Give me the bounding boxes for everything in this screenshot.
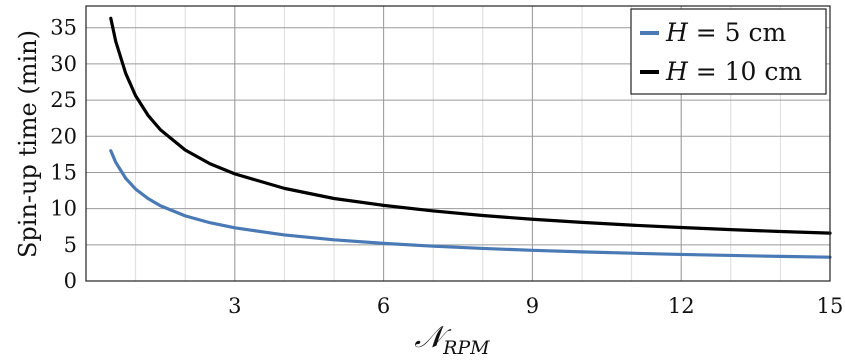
- x-tick-label: 15: [817, 294, 844, 318]
- legend-label-h10-var: H: [665, 57, 689, 86]
- x-tick-label: 12: [668, 294, 695, 318]
- y-tick-label: 0: [64, 269, 77, 293]
- plot-frame: [85, 5, 831, 282]
- legend-label-h5-var: H: [665, 18, 689, 47]
- legend-label-h10: H = 10 cm: [665, 57, 802, 86]
- y-tick-label: 25: [50, 88, 77, 112]
- x-axis-title: 𝒩RPM: [414, 320, 490, 359]
- legend-box: [630, 8, 827, 95]
- series-line-h10: [109, 16, 832, 235]
- legend-label-h5: H = 5 cm: [665, 18, 787, 47]
- legend-label-h10-rest: = 10 cm: [688, 57, 803, 86]
- legend-label-h5-rest: = 5 cm: [688, 18, 787, 47]
- y-tick-label: 35: [50, 16, 77, 40]
- grid-lines: [86, 6, 830, 281]
- x-tick-label: 3: [228, 294, 241, 318]
- y-tick-label: 5: [64, 233, 77, 257]
- series-line-h5: [109, 149, 832, 259]
- series-layer: [109, 16, 832, 259]
- tick-labels: 3 6 9 12 15 0 5 10 15 20 25 30 35: [50, 16, 843, 318]
- y-axis-title: Spin-up time (min): [14, 30, 42, 258]
- legend: H = 5 cm H = 10 cm: [630, 8, 827, 95]
- x-axis-title-subscript: RPM: [442, 337, 490, 359]
- y-tick-label: 30: [50, 52, 77, 76]
- x-tick-label: 9: [526, 294, 539, 318]
- y-tick-label: 20: [50, 124, 77, 148]
- x-tick-label: 6: [377, 294, 390, 318]
- y-tick-label: 10: [50, 197, 77, 221]
- y-tick-label: 15: [50, 160, 77, 184]
